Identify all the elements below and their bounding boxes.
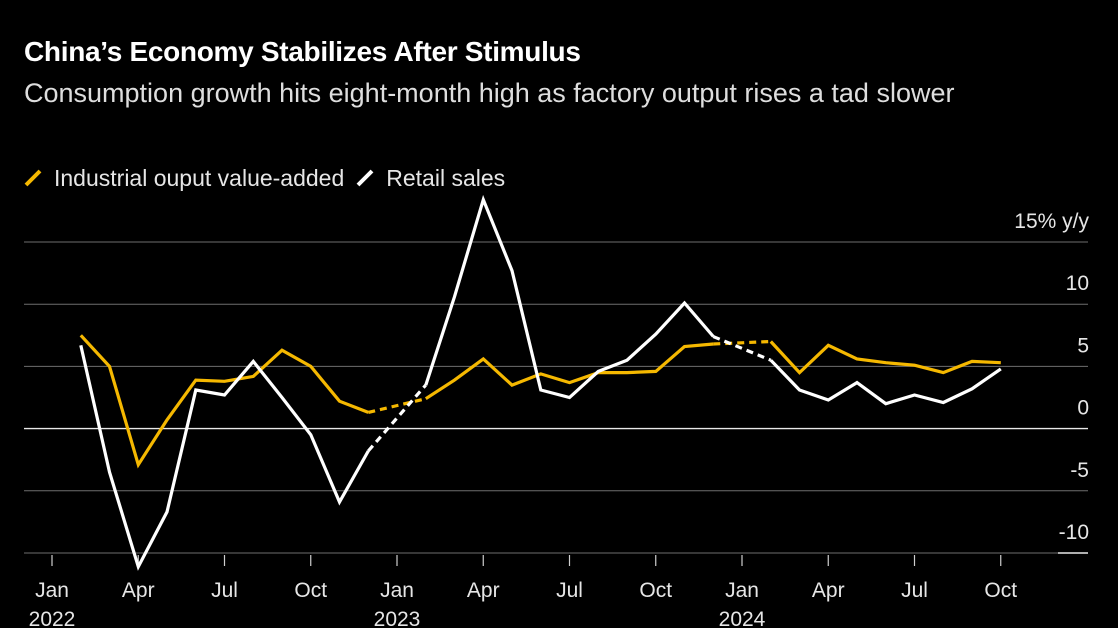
legend-item-industrial-output: Industrial ouput value-added: [22, 165, 344, 192]
chart-title: China’s Economy Stabilizes After Stimulu…: [24, 36, 581, 67]
x-tick-label: Apr: [467, 579, 500, 602]
legend-label-industrial-output: Industrial ouput value-added: [54, 164, 345, 191]
legend-item-retail-sales: Retail sales: [354, 165, 505, 192]
legend-swatch-industrial-output: [24, 169, 42, 187]
y-tick-label: 0: [1077, 397, 1089, 420]
y-tick-label: 15% y/y: [1014, 210, 1089, 233]
series-line-segment: [79, 334, 369, 469]
x-tick-year-label: 2022: [29, 608, 76, 628]
series-gap-dashed-line: [367, 397, 427, 414]
y-tick-label: 10: [1066, 272, 1089, 295]
series-line-segment: [424, 194, 715, 400]
x-tick-label: Jul: [901, 579, 928, 602]
series-line-segment: [769, 340, 1001, 375]
x-tick-label: Oct: [984, 579, 1017, 602]
x-tick-label: Jul: [211, 579, 238, 602]
chart-subtitle: Consumption growth hits eight-month high…: [24, 78, 955, 108]
series-gap-dashed-line: [713, 339, 771, 346]
x-tick-label: Jul: [556, 579, 583, 602]
x-tick-label: Jan: [725, 579, 759, 602]
series-industrial-output: [79, 334, 1001, 469]
x-tick-label: Oct: [294, 579, 327, 602]
x-tick-label: Jan: [380, 579, 414, 602]
legend-label-retail-sales: Retail sales: [386, 164, 506, 191]
x-tick-label: Oct: [639, 579, 672, 602]
series-line-segment: [424, 342, 714, 401]
x-tick-year-label: 2023: [374, 608, 421, 628]
series-retail-sales: [79, 194, 1002, 571]
series-line-segment: [79, 344, 370, 571]
x-tick-label: Apr: [812, 579, 845, 602]
x-tick-label: Jan: [35, 579, 69, 602]
series-line-segment: [769, 359, 1002, 406]
series-gap-dashed-line: [712, 335, 772, 362]
legend: Industrial ouput value-added Retail sale…: [22, 163, 515, 193]
y-tick-label: -5: [1070, 459, 1089, 482]
x-tick-label: Apr: [122, 579, 155, 602]
x-tick-year-label: 2024: [719, 608, 766, 628]
y-tick-label: 5: [1077, 334, 1089, 357]
y-tick-label: -10: [1059, 521, 1089, 544]
series-gap-dashed-line: [367, 384, 427, 453]
legend-swatch-retail-sales: [356, 169, 374, 187]
